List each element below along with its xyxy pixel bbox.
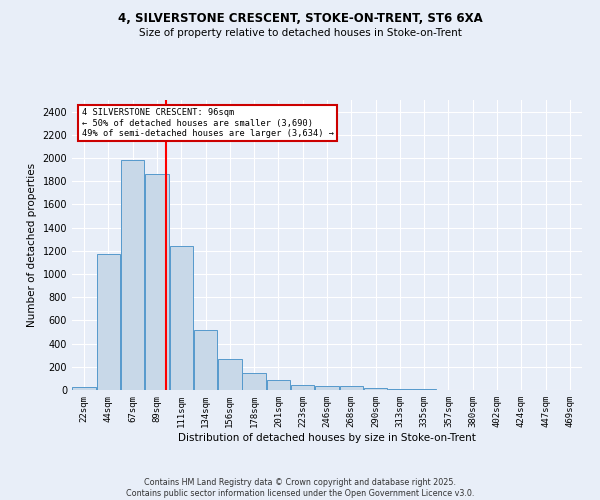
Bar — [170, 246, 193, 390]
Bar — [267, 380, 290, 390]
Text: Contains HM Land Registry data © Crown copyright and database right 2025.
Contai: Contains HM Land Registry data © Crown c… — [126, 478, 474, 498]
Bar — [73, 387, 96, 390]
Text: 4, SILVERSTONE CRESCENT, STOKE-ON-TRENT, ST6 6XA: 4, SILVERSTONE CRESCENT, STOKE-ON-TRENT,… — [118, 12, 482, 26]
Bar — [194, 330, 217, 390]
Text: Size of property relative to detached houses in Stoke-on-Trent: Size of property relative to detached ho… — [139, 28, 461, 38]
Bar — [145, 174, 169, 390]
Bar — [340, 386, 363, 390]
Bar — [388, 389, 412, 390]
Text: 4 SILVERSTONE CRESCENT: 96sqm
← 50% of detached houses are smaller (3,690)
49% o: 4 SILVERSTONE CRESCENT: 96sqm ← 50% of d… — [82, 108, 334, 138]
Bar — [121, 160, 145, 390]
Bar — [218, 358, 242, 390]
Bar — [291, 385, 314, 390]
Bar — [97, 254, 120, 390]
Bar — [315, 386, 339, 390]
Bar — [364, 388, 387, 390]
Y-axis label: Number of detached properties: Number of detached properties — [27, 163, 37, 327]
X-axis label: Distribution of detached houses by size in Stoke-on-Trent: Distribution of detached houses by size … — [178, 432, 476, 442]
Bar — [242, 372, 266, 390]
